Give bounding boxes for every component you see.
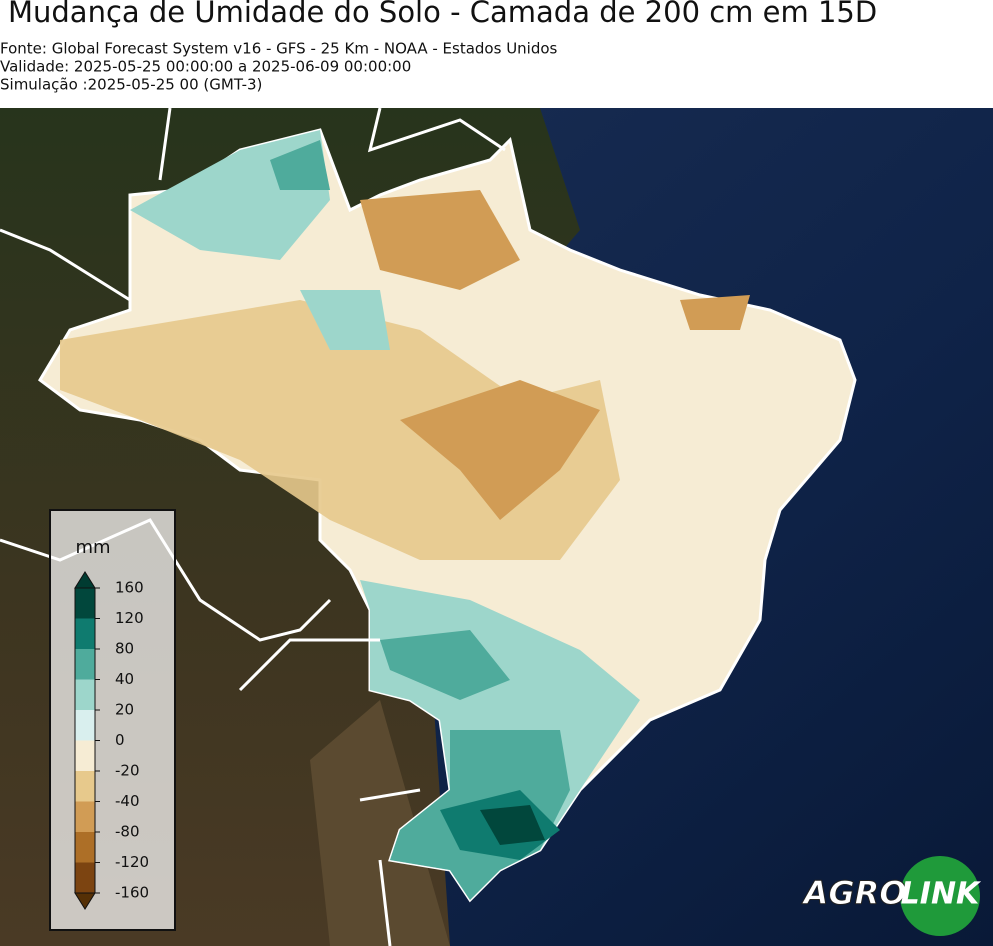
dry-zone [400,380,600,520]
colorbar-tick-label: -160 [115,884,149,902]
wet-zone [480,805,545,845]
subtitle: Simulação :2025-05-25 00 (GMT-3) [0,76,262,94]
legend-box [49,509,176,931]
colorbar-tick-label: 80 [115,640,134,658]
colorbar-segment [75,862,95,893]
wet-zone [380,630,510,700]
colorbar-segment [75,740,95,771]
colorbar-tick-label: 160 [115,579,144,597]
header-bg [0,0,993,108]
colorbar-segment [75,832,95,863]
dry-zone [680,295,750,330]
subtitle: Fonte: Global Forecast System v16 - GFS … [0,40,558,58]
colorbar-tick-label: -20 [115,762,140,780]
colorbar-segment [75,649,95,680]
title: Mudança de Umidade do Solo - Camada de 2… [8,0,877,29]
colorbar-segment [75,618,95,649]
logo-text: LINK [901,877,982,912]
logo: AGRO LINK [800,856,982,936]
legend: mm 160 120 80 40 20 0 -20 -40 -80 -120 -160 [49,509,176,931]
colorbar-tick-label: -80 [115,823,140,841]
continent [310,700,450,946]
colorbar-segment [75,679,95,710]
colorbar-tick-label: -40 [115,792,140,810]
colorbar-tick-label: 40 [115,670,134,688]
border [0,107,506,946]
colorbar-segment [75,710,95,741]
colorbar-tick-label: 0 [115,731,125,749]
colorbar-tick-label: 120 [115,609,144,627]
logo-text: AGRO [801,874,907,912]
colorbar-segment [75,588,95,619]
colorbar-segment [75,801,95,832]
map [0,107,993,946]
logo-circle [900,856,980,936]
wet-zone [270,140,330,190]
subtitle: Validade: 2025-05-25 00:00:00 a 2025-06-… [0,58,411,76]
dry-zone [360,190,520,290]
wet-zone [300,290,390,350]
colorbar-tick-label: -120 [115,853,149,871]
legend-title: mm [75,537,110,558]
colorbar-segment [75,771,95,802]
colorbar-tick-label: 20 [115,701,134,719]
